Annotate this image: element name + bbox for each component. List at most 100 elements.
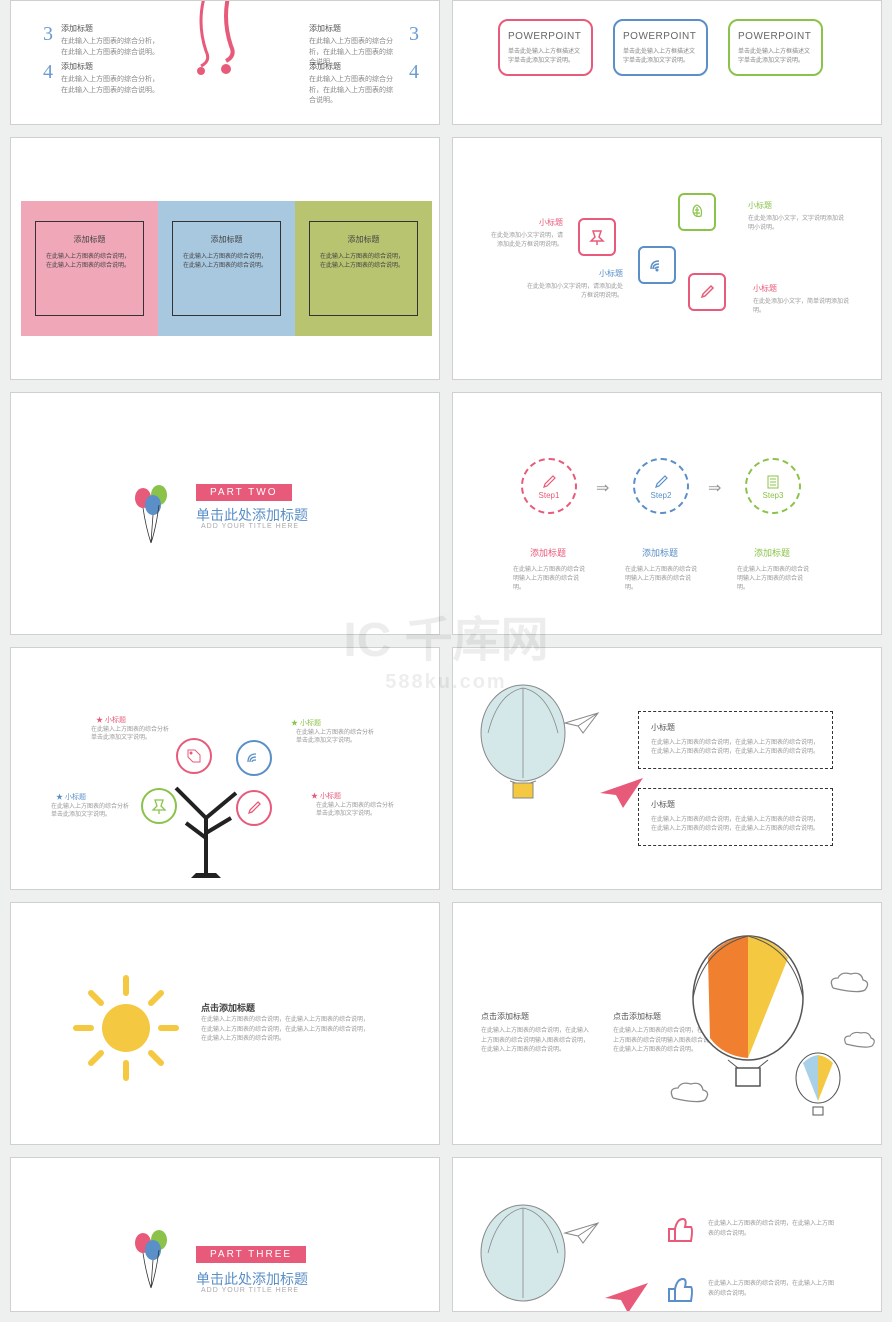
cb-text: 在此输入上方图表的综合说明，在此输入上方图表的综合说明。 (183, 253, 270, 272)
thumbs-up-icon (663, 1213, 697, 1247)
slide-5: PART TWO 单击此处添加标题 ADD YOUR TITLE HERE (10, 392, 440, 635)
color-block-blue: 添加标题在此输入上方图表的综合说明，在此输入上方图表的综合说明。 (158, 201, 295, 336)
dash-box-1: 小标题 在此输入上方图表的综合说明，在此输入上方图表的综合说明，在此输入上方图表… (638, 711, 833, 769)
num-3-left: 3 (43, 19, 53, 49)
col-text: 在此输入上方图表的综合说明，在此输入上方图表的综合说明输入图表综合说明，在此输入… (481, 1027, 591, 1056)
cloud-icon (838, 1028, 878, 1053)
slide-6: Step1 ⇒ Step2 ⇒ Step3 添加标题 在此输入上方图表的综合说明… (452, 392, 882, 635)
cloud-icon (823, 968, 873, 998)
pin-icon (141, 788, 177, 824)
sun-text: 在此输入上方图表的综合说明，在此输入上方图表的综合说明，在此输入上方图表的综合说… (201, 1016, 371, 1045)
step-title: 添加标题 (642, 546, 678, 559)
sun-icon (66, 968, 186, 1088)
flow-title: 小标题 (748, 200, 848, 211)
item-text: 在此输入上方图表的综合分析，在此输入上方图表的综合说明。 (61, 75, 161, 96)
ppt-title: POWERPOINT (623, 31, 698, 42)
db-text: 在此输入上方图表的综合说明，在此输入上方图表的综合说明，在此输入上方图表的综合说… (651, 739, 820, 758)
flow-text: 在此处添加小文字说明，请添加此处方框说明说明。 (523, 281, 623, 299)
dash-box-2: 小标题 在此输入上方图表的综合说明，在此输入上方图表的综合说明，在此输入上方图表… (638, 788, 833, 846)
tree-text: 在此输入上方图表的综合分析单击此添加文字说明。 (296, 729, 376, 746)
step-title: 添加标题 (530, 546, 566, 559)
tree-label: ★ 小标题 (311, 791, 341, 801)
flow-title: 小标题 (523, 268, 623, 279)
section-title: 单击此处添加标题 (196, 505, 308, 525)
flow-text: 在此处添加小文字说明，请添加此处方框说明说明。 (488, 230, 563, 248)
section-tag: PART TWO (196, 484, 292, 501)
col-title: 点击添加标题 (481, 1011, 529, 1022)
item-text: 在此输入上方图表的综合分析，在此输入上方图表的综合说明。 (309, 75, 394, 107)
flow-text: 在此处添加小文字，文字说明添加说明小说明。 (748, 213, 848, 231)
tree-text: 在此输入上方图表的综合分析单击此添加文字说明。 (91, 726, 171, 743)
slide-8: 小标题 在此输入上方图表的综合说明，在此输入上方图表的综合说明，在此输入上方图表… (452, 647, 882, 890)
sun-title: 点击添加标题 (201, 1001, 255, 1014)
tree-text: 在此输入上方图表的综合分析单击此添加文字说明。 (316, 802, 396, 819)
arrow-icon: ⇒ (596, 478, 609, 498)
slide-2: POWERPOINT 单击此处输入上方框描述文字单击此添加文字说明。 POWER… (452, 0, 882, 125)
color-block-green: 添加标题在此输入上方图表的综合说明，在此输入上方图表的综合说明。 (295, 201, 432, 336)
wifi-icon (638, 246, 676, 284)
balloons-icon (131, 483, 181, 553)
pin-icon (578, 218, 616, 256)
num-3-right: 3 (409, 19, 419, 49)
slide-1: 3添加标题在此输入上方图表的综合分析，在此输入上方图表的综合说明。 4添加标题在… (10, 0, 440, 125)
thumbs-up-icon (663, 1273, 697, 1307)
item-title: 添加标题 (309, 61, 394, 73)
ppt-text: 单击此处输入上方框描述文字单击此添加文字说明。 (508, 46, 583, 64)
ppt-title: POWERPOINT (738, 31, 813, 42)
slide-3: 添加标题在此输入上方图表的综合说明，在此输入上方图表的综合说明。 添加标题在此输… (10, 137, 440, 380)
slide-4: 小标题在此处添加小文字说明，请添加此处方框说明说明。 小标题在此处添加小文字说明… (452, 137, 882, 380)
step-label: Step3 (763, 491, 784, 500)
cb-text: 在此输入上方图表的综合说明，在此输入上方图表的综合说明。 (320, 253, 407, 272)
slide-12: 在此输入上方图表的综合说明，在此输入上方图表的综合说明。 在此输入上方图表的综合… (452, 1157, 882, 1312)
flow-title: 小标题 (488, 217, 563, 228)
slide-7: ★ 小标题 在此输入上方图表的综合分析单击此添加文字说明。 ★ 小标题 在此输入… (10, 647, 440, 890)
step-1-circle: Step1 (521, 458, 577, 514)
ppt-box-3: POWERPOINT 单击此处输入上方框描述文字单击此添加文字说明。 (728, 19, 823, 76)
step-label: Step2 (651, 491, 672, 500)
paper-plane-icon (563, 1218, 603, 1248)
item-title: 添加标题 (61, 23, 161, 35)
ppt-text: 单击此处输入上方框描述文字单击此添加文字说明。 (738, 46, 813, 64)
balloon-icon (468, 683, 588, 843)
step-label: Step1 (539, 491, 560, 500)
section-title: 单击此处添加标题 (196, 1269, 308, 1289)
ppt-text: 单击此处输入上方框描述文字单击此添加文字说明。 (623, 46, 698, 64)
col-title: 点击添加标题 (613, 1011, 661, 1022)
slide-11: PART THREE 单击此处添加标题 ADD YOUR TITLE HERE (10, 1157, 440, 1312)
cb-title: 添加标题 (183, 234, 270, 247)
tree-label: ★ 小标题 (56, 792, 86, 802)
section-tag: PART THREE (196, 1246, 306, 1263)
step-text: 在此输入上方图表的综合说明输入上方图表的综合说明。 (737, 566, 812, 593)
tree-label: ★ 小标题 (291, 718, 321, 728)
db-title: 小标题 (651, 799, 820, 812)
color-block-pink: 添加标题在此输入上方图表的综合说明，在此输入上方图表的综合说明。 (21, 201, 158, 336)
wifi-icon (236, 740, 272, 776)
ppt-box-2: POWERPOINT 单击此处输入上方框描述文字单击此添加文字说明。 (613, 19, 708, 76)
db-text: 在此输入上方图表的综合说明，在此输入上方图表的综合说明，在此输入上方图表的综合说… (651, 816, 820, 835)
balloon-small-icon (788, 1053, 848, 1123)
cb-title: 添加标题 (320, 234, 407, 247)
section-sub: ADD YOUR TITLE HERE (201, 1287, 299, 1294)
cloud-icon (663, 1078, 713, 1108)
step-text: 在此输入上方图表的综合说明输入上方图表的综合说明。 (625, 566, 700, 593)
thumb-text: 在此输入上方图表的综合说明，在此输入上方图表的综合说明。 (708, 1280, 838, 1299)
arrow-icon: ⇒ (708, 478, 721, 498)
tree-text: 在此输入上方图表的综合分析单击此添加文字说明。 (51, 803, 131, 820)
slide-10: 点击添加标题 在此输入上方图表的综合说明，在此输入上方图表的综合说明输入图表综合… (452, 902, 882, 1145)
paper-plane-icon (563, 708, 603, 738)
ppt-title: POWERPOINT (508, 31, 583, 42)
tree-label: ★ 小标题 (96, 715, 126, 725)
item-text: 在此输入上方图表的综合分析，在此输入上方图表的综合说明。 (61, 37, 161, 58)
step-2-circle: Step2 (633, 458, 689, 514)
cb-text: 在此输入上方图表的综合说明，在此输入上方图表的综合说明。 (46, 253, 133, 272)
tag-icon (176, 738, 212, 774)
thumb-text: 在此输入上方图表的综合说明，在此输入上方图表的综合说明。 (708, 1220, 838, 1239)
num-4-right: 4 (409, 57, 419, 87)
step-title: 添加标题 (754, 546, 790, 559)
ppt-box-1: POWERPOINT 单击此处输入上方框描述文字单击此添加文字说明。 (498, 19, 593, 76)
db-title: 小标题 (651, 722, 820, 735)
balloons-icon (131, 1228, 181, 1298)
section-sub: ADD YOUR TITLE HERE (201, 523, 299, 530)
num-4-left: 4 (43, 57, 53, 87)
step-text: 在此输入上方图表的综合说明输入上方图表的综合说明。 (513, 566, 588, 593)
